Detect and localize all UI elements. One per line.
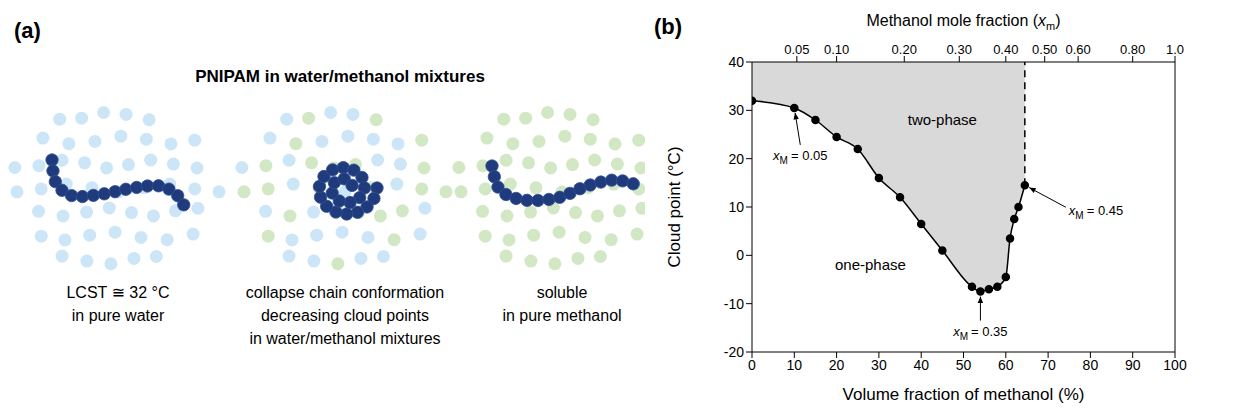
svg-text:0.05: 0.05 xyxy=(784,42,809,57)
svg-text:60: 60 xyxy=(998,357,1014,373)
svg-text:-20: -20 xyxy=(724,344,744,360)
svg-text:decreasing cloud points: decreasing cloud points xyxy=(261,307,429,324)
svg-text:LCST ≅ 32 °C: LCST ≅ 32 °C xyxy=(66,284,169,301)
svg-text:0: 0 xyxy=(736,247,744,263)
svg-text:0.80: 0.80 xyxy=(1120,42,1145,57)
svg-text:in water/methanol mixtures: in water/methanol mixtures xyxy=(249,330,440,347)
svg-text:50: 50 xyxy=(956,357,972,373)
svg-text:Methanol mole fraction (xm): Methanol mole fraction (xm) xyxy=(866,12,1060,32)
svg-text:0.10: 0.10 xyxy=(824,42,849,57)
svg-text:-10: -10 xyxy=(724,296,744,312)
svg-text:(a): (a) xyxy=(14,18,41,43)
svg-text:xM= 0.05: xM= 0.05 xyxy=(772,148,827,166)
svg-text:0.30: 0.30 xyxy=(947,42,972,57)
svg-text:20: 20 xyxy=(728,151,744,167)
svg-text:one-phase: one-phase xyxy=(835,256,906,273)
svg-text:30: 30 xyxy=(871,357,887,373)
svg-text:100: 100 xyxy=(1163,357,1187,373)
svg-text:0.20: 0.20 xyxy=(892,42,917,57)
svg-text:90: 90 xyxy=(1125,357,1141,373)
svg-text:30: 30 xyxy=(728,102,744,118)
svg-text:40: 40 xyxy=(728,54,744,70)
svg-text:PNIPAM in water/methanol mixtu: PNIPAM in water/methanol mixtures xyxy=(195,67,485,86)
svg-text:0.50: 0.50 xyxy=(1032,42,1057,57)
svg-text:40: 40 xyxy=(913,357,929,373)
svg-text:Cloud point (°C): Cloud point (°C) xyxy=(665,146,684,267)
svg-text:in pure water: in pure water xyxy=(72,307,165,324)
svg-text:0.60: 0.60 xyxy=(1065,42,1090,57)
svg-text:0.40: 0.40 xyxy=(993,42,1018,57)
svg-text:0: 0 xyxy=(748,357,756,373)
svg-text:xM= 0.35: xM= 0.35 xyxy=(952,324,1007,342)
svg-text:20: 20 xyxy=(829,357,845,373)
svg-text:70: 70 xyxy=(1040,357,1056,373)
svg-text:80: 80 xyxy=(1083,357,1099,373)
svg-text:soluble: soluble xyxy=(537,284,588,301)
svg-text:xM= 0.45: xM= 0.45 xyxy=(1068,203,1123,221)
svg-text:two-phase: two-phase xyxy=(908,111,977,128)
svg-text:in pure methanol: in pure methanol xyxy=(502,307,621,324)
html-text:(b): (b) xyxy=(654,14,683,39)
svg-text:Volume fraction of methanol (%: Volume fraction of methanol (%) xyxy=(843,385,1085,404)
svg-text:10: 10 xyxy=(787,357,803,373)
svg-text:10: 10 xyxy=(728,199,744,215)
svg-text:1.0: 1.0 xyxy=(1166,42,1184,57)
svg-text:collapse chain conformation: collapse chain conformation xyxy=(246,284,444,301)
